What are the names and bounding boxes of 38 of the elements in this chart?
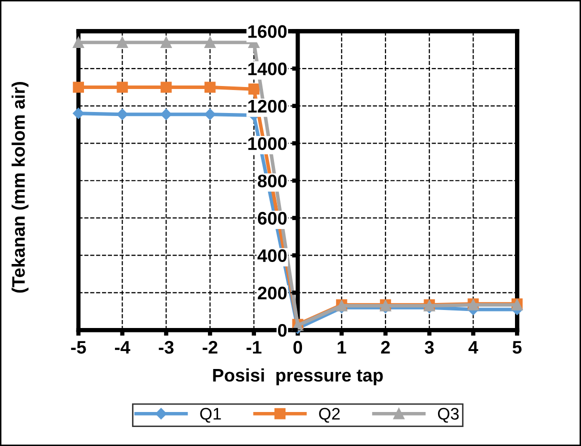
y-tick-label: 1600 <box>248 25 287 38</box>
point <box>72 36 84 48</box>
y-tick-label: 400 <box>258 249 287 262</box>
point <box>72 82 84 93</box>
point <box>248 84 260 95</box>
y-tick-label: 1400 <box>248 62 287 76</box>
x-tick-label: -2 <box>202 340 218 354</box>
x-tick-label: -3 <box>158 340 174 354</box>
point <box>204 82 216 93</box>
point <box>116 108 128 120</box>
x-tick-label: -5 <box>71 341 86 354</box>
x-tick-label: 0 <box>293 340 302 354</box>
x-tick-label: 3 <box>424 340 434 354</box>
y-tick-label: 800 <box>258 174 287 188</box>
x-tick-label: -4 <box>114 341 130 354</box>
point <box>204 108 216 120</box>
legend-label: Q3 <box>438 408 459 423</box>
y-axis-title: (Tekanan (mm kolom air) <box>12 82 28 293</box>
y-tick-label: 0 <box>278 324 287 337</box>
y-tick-label: 600 <box>258 212 287 225</box>
point <box>160 82 172 93</box>
point <box>204 36 216 48</box>
point <box>116 82 128 93</box>
y-tick-label: 200 <box>258 286 287 300</box>
x-tick-label: 4 <box>468 341 478 354</box>
point <box>116 36 128 48</box>
x-tick-label: 5 <box>512 341 522 354</box>
point <box>160 36 172 48</box>
x-tick-label: 1 <box>338 341 346 354</box>
legend-label: Q1 <box>200 408 221 423</box>
legend-label: Q2 <box>319 408 340 423</box>
point <box>160 108 172 120</box>
x-tick-label: 2 <box>381 340 390 354</box>
x-tick-label: -1 <box>246 341 262 354</box>
point <box>72 108 84 119</box>
y-tick-label: 1200 <box>248 100 287 113</box>
y-tick-label: 1000 <box>248 137 287 150</box>
x-axis-title: Posisi pressure tap <box>213 368 383 386</box>
